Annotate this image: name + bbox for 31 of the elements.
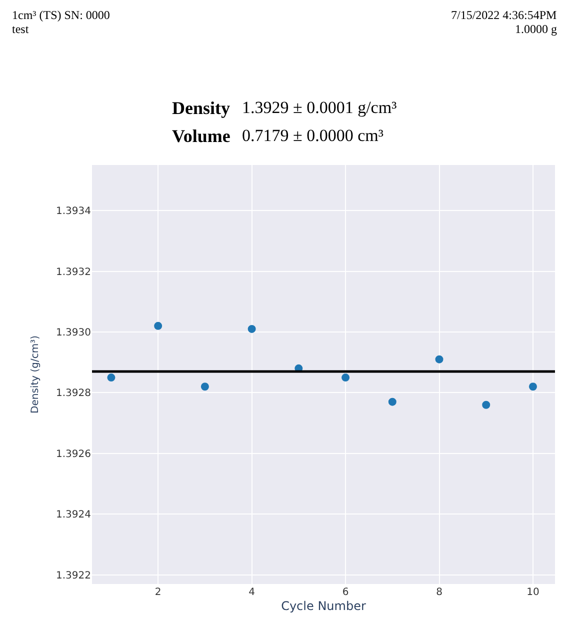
- point: [388, 398, 396, 406]
- x-tick-label: 6: [342, 587, 349, 598]
- point: [107, 374, 116, 382]
- point: [248, 324, 256, 333]
- point: [435, 355, 444, 364]
- x-tick-label: 2: [154, 587, 162, 598]
- point: [200, 382, 209, 391]
- y-tick-label: 1.3922: [56, 570, 91, 582]
- point: [528, 382, 537, 391]
- y-tick-label: 1.3928: [56, 388, 91, 400]
- x-tick-label: 10: [526, 587, 540, 598]
- text: 7/15/2022 4:36:54PM: [451, 8, 558, 22]
- text: Density: [172, 98, 230, 118]
- point: [154, 322, 162, 330]
- y-tick-label: 1.3930: [56, 327, 91, 338]
- y-tick-label: 1.3932: [56, 266, 91, 278]
- x-tick-label: 4: [248, 587, 255, 598]
- text: 1.3929 ± 0.0001 g/cm³: [242, 98, 397, 117]
- x-tick-label: 8: [436, 587, 442, 598]
- text: 0.7179 ± 0.0000 cm³: [242, 126, 384, 145]
- text: Volume: [172, 126, 230, 146]
- text: 1.0000 g: [515, 22, 557, 36]
- y-tick-label: 1.3934: [56, 206, 91, 218]
- y-tick-label: 1.3926: [56, 448, 91, 460]
- y-tick-label: 1.3924: [56, 510, 91, 521]
- text: test: [12, 22, 30, 36]
- x-axis-title: Cycle Number: [281, 598, 366, 613]
- y-axis-title: Density (g/cm³): [30, 335, 41, 414]
- point: [342, 374, 350, 382]
- point: [482, 400, 490, 409]
- text: 1cm³ (TS) SN: 0000: [12, 8, 110, 22]
